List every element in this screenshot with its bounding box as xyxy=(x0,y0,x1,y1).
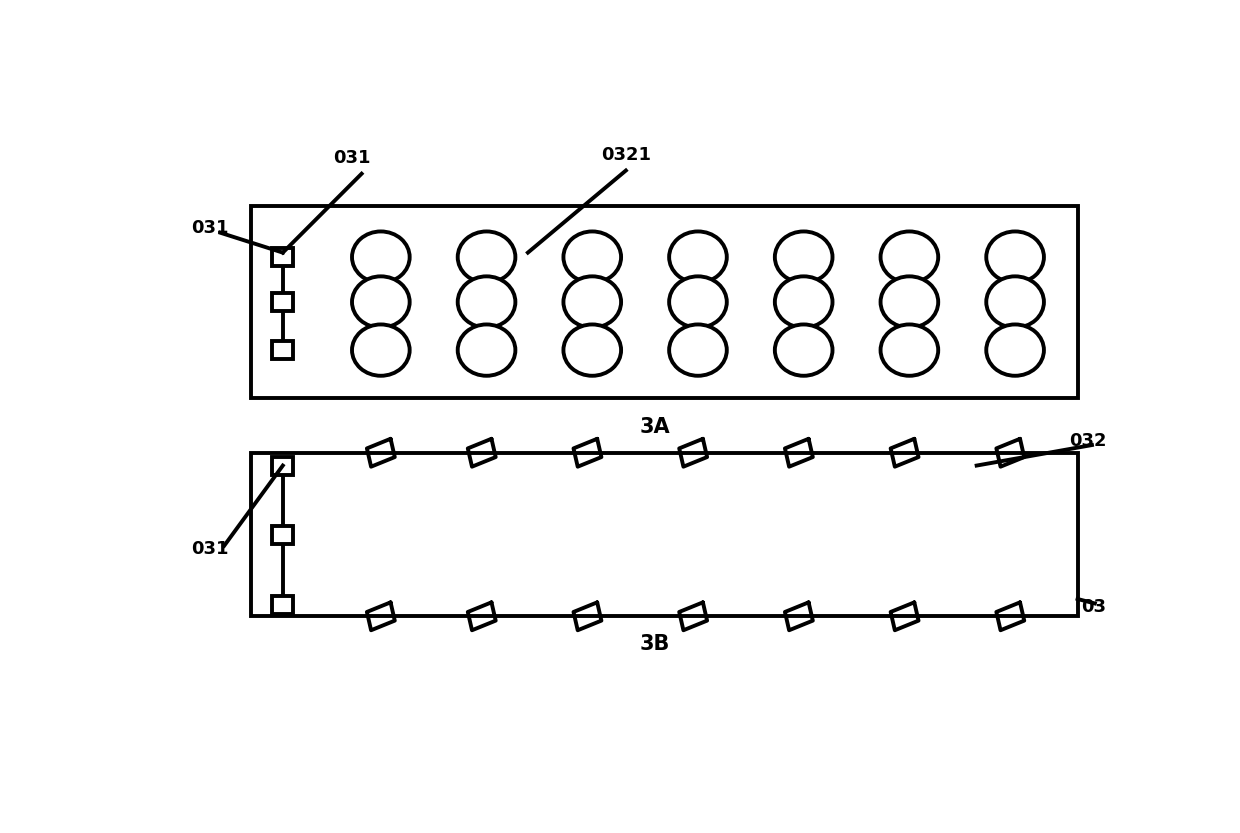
Text: 3A: 3A xyxy=(640,417,670,437)
Bar xyxy=(273,456,294,475)
Bar xyxy=(273,526,294,544)
Ellipse shape xyxy=(563,277,621,327)
Bar xyxy=(273,596,294,615)
Ellipse shape xyxy=(670,325,727,376)
Text: 3B: 3B xyxy=(640,634,670,654)
Ellipse shape xyxy=(352,232,409,282)
Bar xyxy=(250,206,1078,398)
Bar xyxy=(273,342,294,359)
Ellipse shape xyxy=(986,232,1044,282)
Bar xyxy=(250,453,1078,616)
Ellipse shape xyxy=(880,325,939,376)
Ellipse shape xyxy=(458,232,516,282)
Bar xyxy=(273,293,294,311)
Text: 031: 031 xyxy=(334,149,371,167)
Ellipse shape xyxy=(352,325,409,376)
Ellipse shape xyxy=(775,277,832,327)
Ellipse shape xyxy=(880,277,939,327)
Ellipse shape xyxy=(986,325,1044,376)
Ellipse shape xyxy=(563,325,621,376)
Ellipse shape xyxy=(775,325,832,376)
Text: 03: 03 xyxy=(1081,597,1106,616)
Ellipse shape xyxy=(775,232,832,282)
Bar xyxy=(273,248,294,266)
Ellipse shape xyxy=(880,232,939,282)
Ellipse shape xyxy=(563,232,621,282)
Text: 031: 031 xyxy=(191,219,229,237)
Ellipse shape xyxy=(986,277,1044,327)
Ellipse shape xyxy=(458,325,516,376)
Ellipse shape xyxy=(670,277,727,327)
Text: 031: 031 xyxy=(191,540,229,558)
Text: 032: 032 xyxy=(1069,432,1106,450)
Ellipse shape xyxy=(352,277,409,327)
Text: 0321: 0321 xyxy=(601,146,651,164)
Ellipse shape xyxy=(458,277,516,327)
Ellipse shape xyxy=(670,232,727,282)
